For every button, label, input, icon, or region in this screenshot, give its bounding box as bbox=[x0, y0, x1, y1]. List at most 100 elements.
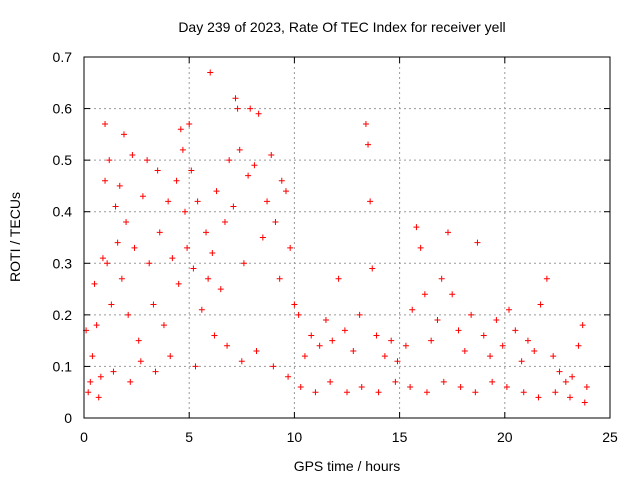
roti-data-point bbox=[192, 363, 199, 370]
y-tick-label: 0.4 bbox=[53, 204, 73, 220]
y-tick-label: 0.2 bbox=[53, 307, 73, 323]
roti-data-point bbox=[518, 358, 525, 365]
roti-data-point bbox=[487, 353, 494, 360]
x-tick-label: 15 bbox=[392, 429, 408, 445]
roti-data-point bbox=[434, 317, 441, 324]
roti-data-point bbox=[255, 110, 262, 117]
roti-data-point bbox=[194, 198, 201, 205]
roti-data-point bbox=[499, 342, 506, 349]
roti-data-point bbox=[177, 126, 184, 133]
roti-data-point bbox=[123, 219, 130, 226]
roti-data-point bbox=[245, 172, 252, 179]
roti-data-point bbox=[106, 157, 113, 164]
roti-data-point bbox=[575, 342, 582, 349]
roti-data-point bbox=[358, 384, 365, 391]
roti-data-point bbox=[461, 347, 468, 354]
roti-data-point bbox=[198, 306, 205, 313]
roti-data-point bbox=[531, 347, 538, 354]
x-tick-label: 5 bbox=[185, 429, 193, 445]
roti-data-point bbox=[579, 322, 586, 329]
roti-data-point bbox=[135, 337, 142, 344]
roti-data-point bbox=[234, 105, 241, 112]
roti-data-point bbox=[253, 347, 260, 354]
roti-data-point bbox=[184, 244, 191, 251]
axis-ticks: 0 5 10 15 20 25 0 0.1 0.2 0.3 0.4 0.5 0.6 0.7 bbox=[53, 49, 618, 445]
y-tick-label: 0.6 bbox=[53, 101, 73, 117]
x-axis-label: GPS time / hours bbox=[294, 458, 401, 474]
roti-data-point bbox=[365, 141, 372, 148]
roti-data-point bbox=[150, 301, 157, 308]
roti-data-point bbox=[110, 368, 117, 375]
y-axis-label: ROTI / TECUs bbox=[7, 192, 23, 282]
roti-data-point bbox=[413, 224, 420, 231]
roti-data-point bbox=[165, 198, 172, 205]
roti-data-point bbox=[93, 322, 100, 329]
roti-data-point bbox=[341, 327, 348, 334]
roti-data-point bbox=[152, 368, 159, 375]
roti-data-point bbox=[438, 275, 445, 282]
roti-data-point bbox=[556, 368, 563, 375]
roti-data-point bbox=[226, 157, 233, 164]
roti-data-point bbox=[276, 275, 283, 282]
roti-data-point bbox=[552, 389, 559, 396]
roti-data-point bbox=[550, 353, 557, 360]
x-tick-label: 0 bbox=[80, 429, 88, 445]
roti-data-point bbox=[388, 337, 395, 344]
roti-data-point bbox=[375, 389, 382, 396]
roti-data-point bbox=[329, 337, 336, 344]
roti-data-point bbox=[312, 389, 319, 396]
roti-data-point bbox=[472, 389, 479, 396]
roti-data-point bbox=[409, 306, 416, 313]
roti-data-point bbox=[213, 188, 220, 195]
roti-data-point bbox=[282, 188, 289, 195]
roti-data-point bbox=[118, 275, 125, 282]
roti-data-point bbox=[139, 193, 146, 200]
roti-data-point bbox=[468, 311, 475, 318]
roti-data-point bbox=[392, 378, 399, 385]
roti-data-point bbox=[230, 203, 237, 210]
roti-data-point bbox=[322, 317, 329, 324]
roti-data-point bbox=[251, 162, 258, 169]
roti-data-point bbox=[421, 291, 428, 298]
roti-data-point bbox=[423, 389, 430, 396]
y-tick-label: 0.3 bbox=[53, 255, 73, 271]
roti-data-point bbox=[127, 378, 134, 385]
x-tick-label: 20 bbox=[497, 429, 513, 445]
roti-data-point bbox=[474, 239, 481, 246]
roti-data-point bbox=[535, 394, 542, 401]
grid bbox=[84, 57, 610, 418]
roti-data-point bbox=[108, 301, 115, 308]
roti-data-point bbox=[295, 311, 302, 318]
roti-data-point bbox=[362, 121, 369, 128]
roti-data-point bbox=[444, 229, 451, 236]
roti-data-point bbox=[188, 167, 195, 174]
roti-data-point bbox=[407, 384, 414, 391]
roti-data-point bbox=[160, 322, 167, 329]
roti-data-point bbox=[102, 177, 109, 184]
roti-data-point bbox=[169, 255, 176, 262]
roti-data-point bbox=[259, 234, 266, 241]
roti-data-point bbox=[297, 384, 304, 391]
roti-data-point bbox=[247, 105, 254, 112]
roti-data-point bbox=[489, 378, 496, 385]
roti-data-point bbox=[264, 198, 271, 205]
roti-data-point bbox=[567, 394, 574, 401]
roti-data-point bbox=[287, 244, 294, 251]
roti-data-point bbox=[503, 384, 510, 391]
data-points bbox=[83, 69, 590, 406]
roti-data-point bbox=[428, 337, 435, 344]
roti-data-point bbox=[97, 373, 104, 380]
roti-data-point bbox=[356, 311, 363, 318]
roti-data-point bbox=[537, 301, 544, 308]
roti-data-point bbox=[268, 151, 275, 158]
roti-data-point bbox=[91, 280, 98, 287]
roti-data-point bbox=[493, 317, 500, 324]
roti-data-point bbox=[350, 347, 357, 354]
roti-data-point bbox=[129, 151, 136, 158]
roti-data-point bbox=[131, 244, 138, 251]
roti-data-point bbox=[457, 384, 464, 391]
roti-data-point bbox=[179, 146, 186, 153]
roti-data-point bbox=[285, 373, 292, 380]
roti-data-point bbox=[335, 275, 342, 282]
